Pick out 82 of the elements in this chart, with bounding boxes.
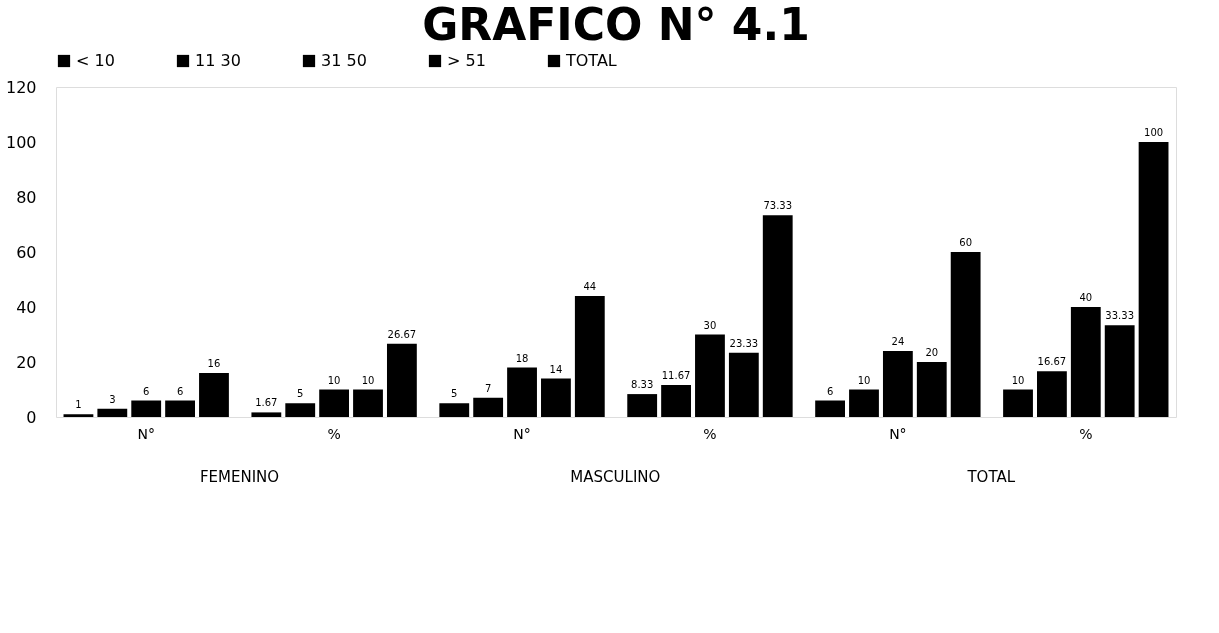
data-label: 33.33 <box>1105 310 1135 322</box>
data-label: 30 <box>703 319 717 331</box>
bar <box>1070 307 1101 417</box>
legend-label: < 10 <box>76 51 115 70</box>
bar <box>541 378 571 417</box>
data-label: 23.33 <box>729 337 759 349</box>
data-label: 5 <box>297 388 304 400</box>
data-label: 10 <box>327 374 341 386</box>
chart-title: GRAFICO N° 4.1 <box>422 0 810 50</box>
bar <box>728 352 759 417</box>
bar <box>815 400 846 417</box>
x-tick-label: N° <box>889 425 907 442</box>
text: TOTAL <box>966 468 1016 486</box>
bar <box>199 373 229 417</box>
text: MASCULINO <box>570 468 661 486</box>
bar <box>97 408 128 417</box>
data-label: 24 <box>891 336 905 347</box>
data-label: 16.67 <box>1037 356 1067 368</box>
x-tick-label: % <box>327 425 341 442</box>
data-label: 6 <box>826 385 834 397</box>
bar <box>916 362 947 417</box>
data-label: 11.67 <box>661 369 691 381</box>
legend-label: 11 30 <box>195 51 241 70</box>
bar <box>63 414 94 417</box>
data-label: 6 <box>143 385 150 397</box>
data-label: 20 <box>925 347 939 358</box>
bar <box>507 367 537 417</box>
bar <box>627 394 658 417</box>
x-tick-label: N° <box>513 425 531 442</box>
bar <box>131 400 162 417</box>
x-tick-label: N° <box>137 425 155 442</box>
bar <box>473 397 504 417</box>
data-label: 8.33 <box>631 379 654 391</box>
bar <box>762 215 793 417</box>
y-tick-label: 80 <box>16 187 37 207</box>
data-label: 7 <box>484 382 492 394</box>
bar <box>849 389 879 417</box>
legend-label: > 51 <box>447 51 486 70</box>
bar <box>319 389 350 417</box>
y-tick-label: 40 <box>16 297 37 317</box>
data-label: 26.67 <box>387 328 417 340</box>
data-label: 40 <box>1079 292 1093 303</box>
x-tick-label: % <box>703 425 717 442</box>
y-tick-label: 60 <box>16 242 37 262</box>
y-tick-label: 20 <box>16 352 37 372</box>
text: FEMENINO <box>199 468 280 486</box>
data-label: 44 <box>583 281 597 292</box>
data-label: 16 <box>207 358 221 369</box>
bar <box>695 334 725 417</box>
y-tick-label: 0 <box>26 407 37 427</box>
bar <box>439 403 470 417</box>
bar <box>251 412 282 417</box>
data-label: 6 <box>176 385 184 397</box>
data-label: 1 <box>75 399 82 411</box>
data-label: 5 <box>451 388 458 400</box>
data-label: 10 <box>857 374 871 386</box>
bar <box>1104 325 1135 417</box>
y-tick-label: 100 <box>5 132 37 152</box>
bar <box>1138 142 1169 417</box>
bar <box>165 400 195 417</box>
bar <box>285 403 316 417</box>
bar <box>1003 389 1033 417</box>
bar <box>353 389 383 417</box>
legend-label: 31 50 <box>321 51 367 70</box>
data-label: 3 <box>109 393 116 405</box>
data-label: 14 <box>549 363 563 375</box>
x-tick-label: % <box>1079 425 1093 442</box>
data-label: 18 <box>515 352 529 364</box>
data-label: 73.33 <box>763 200 793 212</box>
data-label: 100 <box>1144 127 1164 138</box>
data-label: 1.67 <box>255 397 278 409</box>
data-label: 10 <box>1011 374 1025 386</box>
bar <box>1037 371 1067 417</box>
y-tick-label: 120 <box>5 77 37 97</box>
bar <box>574 296 605 417</box>
bar <box>950 252 981 417</box>
data-label: 60 <box>959 237 973 248</box>
bar <box>882 351 913 417</box>
bar <box>386 343 417 417</box>
data-label: 10 <box>361 374 375 386</box>
legend-label: TOTAL <box>565 51 617 70</box>
bar <box>661 384 691 417</box>
